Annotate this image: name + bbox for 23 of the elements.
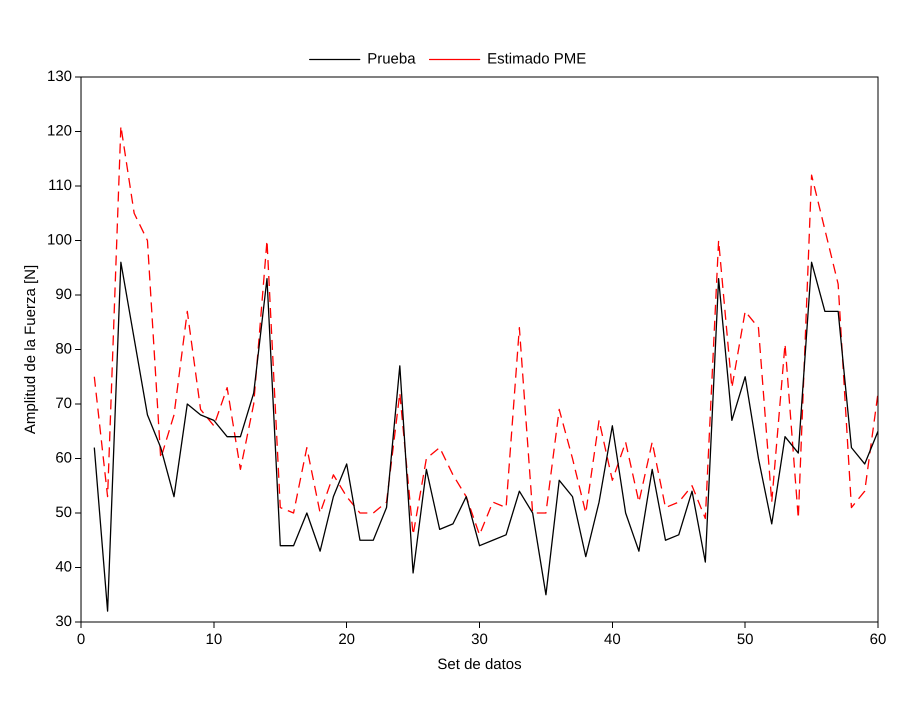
y-axis-title: Amplitud de la Fuerza [N]: [22, 264, 40, 434]
y-tick-label: 40: [55, 558, 72, 576]
x-tick-label: 60: [870, 631, 886, 648]
y-tick-label: 130: [46, 68, 72, 86]
y-tick-label: 120: [46, 122, 72, 140]
y-tick-label: 80: [55, 340, 72, 358]
x-tick-label: 0: [76, 631, 86, 648]
x-tick-label: 50: [736, 631, 754, 648]
legend-label: Prueba: [367, 50, 416, 68]
y-tick-label: 60: [55, 450, 72, 467]
y-tick-label: 50: [55, 504, 72, 522]
y-tick-label: 30: [55, 613, 72, 630]
legend-label: Estimado PME: [487, 50, 586, 68]
y-tick-label: 110: [48, 177, 72, 194]
x-tick-label: 30: [471, 631, 488, 648]
x-tick-label: 40: [604, 631, 621, 648]
y-tick-label: 90: [55, 286, 72, 304]
x-tick-label: 10: [206, 631, 222, 648]
line-series: [94, 125, 878, 536]
x-axis-title: Set de datos: [437, 656, 522, 674]
x-tick-label: 20: [338, 631, 356, 648]
y-tick-label: 100: [46, 232, 72, 249]
y-tick-label: 70: [55, 395, 72, 412]
